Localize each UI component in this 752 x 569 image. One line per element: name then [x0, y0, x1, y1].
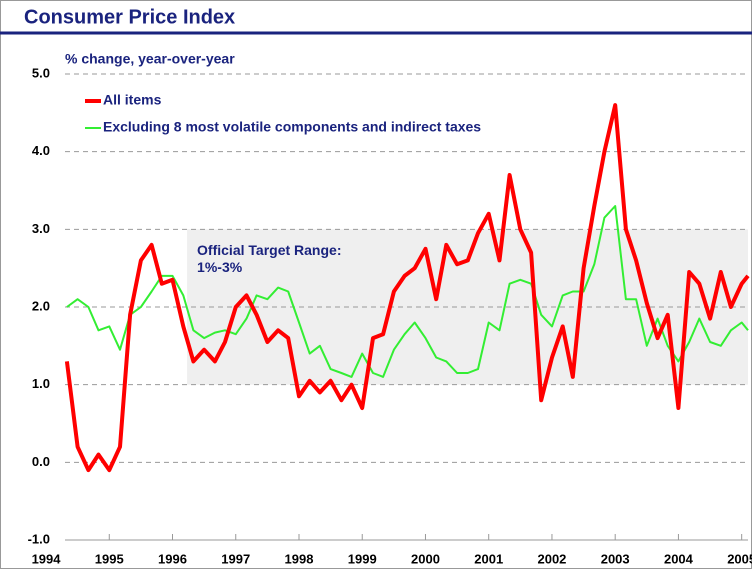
subtitle: % change, year-over-year: [65, 51, 235, 67]
x-tick-label: 2002: [537, 551, 566, 566]
y-tick-label: 1.0: [32, 376, 50, 391]
y-tick-label: 2.0: [32, 298, 50, 313]
band-label: Official Target Range:: [197, 242, 341, 258]
x-tick-label: 2004: [664, 551, 694, 566]
y-tick-label: 3.0: [32, 221, 50, 236]
series-line: [66, 205, 749, 378]
x-tick-label: 2000: [411, 551, 440, 566]
x-tick-label: 1997: [221, 551, 250, 566]
x-tick-label: 1999: [348, 551, 377, 566]
plot: Official Target Range:1%-3% -1.0 0.0 1.0 2.0…: [28, 65, 752, 566]
x-tick-label: 1998: [285, 551, 314, 566]
legend-label: All items: [103, 92, 162, 108]
x-tick-label: 2003: [601, 551, 630, 566]
chart-title: Consumer Price Index: [24, 6, 235, 28]
y-tick-label: -1.0: [28, 531, 50, 546]
y-tick-label: 5.0: [32, 65, 50, 80]
y-tick-label: 0.0: [32, 454, 50, 469]
series-line: [64, 103, 750, 473]
band-label: 1%-3%: [197, 259, 243, 275]
x-tick-label: 2001: [474, 551, 503, 566]
x-tick-label: 1994: [32, 551, 62, 566]
y-tick-label: 4.0: [32, 143, 50, 158]
x-tick-label: 1996: [158, 551, 187, 566]
legend-label: Excluding 8 most volatile components and…: [103, 119, 481, 135]
x-tick-label: 1995: [95, 551, 124, 566]
x-tick-label: 2005: [727, 551, 752, 566]
